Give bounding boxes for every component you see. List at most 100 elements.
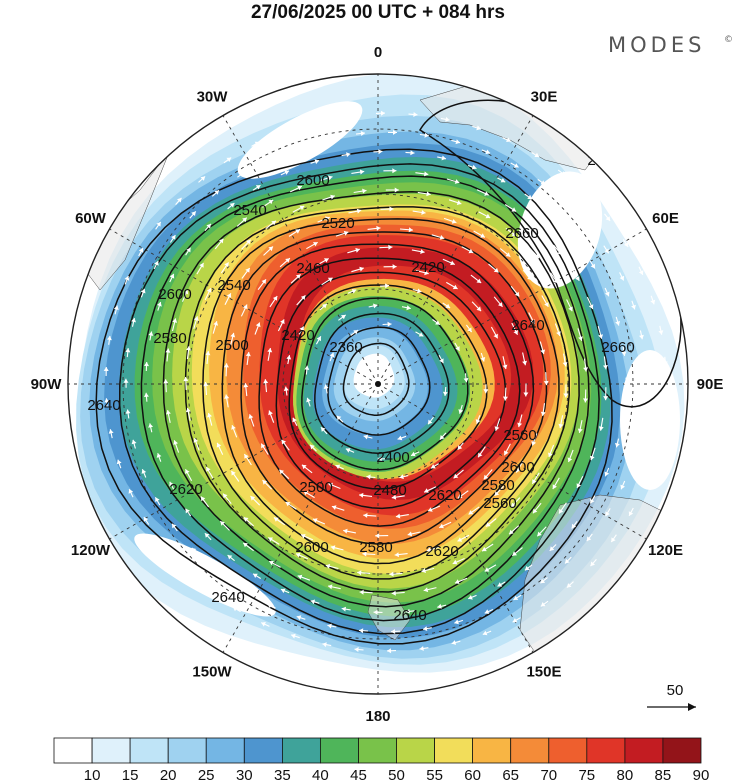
wind-arrow <box>511 322 518 335</box>
wind-arrow <box>193 438 200 451</box>
wind-arrow <box>470 274 482 284</box>
latitude-circle <box>282 288 474 480</box>
wind-arrow <box>385 187 399 193</box>
wind-arrow <box>622 239 629 248</box>
wind-arrow <box>540 600 549 607</box>
wind-arrow <box>241 239 251 250</box>
wind-arrow <box>467 594 477 600</box>
wind-arrow <box>586 296 594 310</box>
wind-arrow <box>260 622 270 627</box>
wind-arrow <box>604 213 611 222</box>
wind-arrow <box>330 545 344 551</box>
wind-arrow <box>155 221 162 230</box>
wind-arrow <box>383 168 397 174</box>
wind-arrow <box>523 383 529 397</box>
wind-arrow <box>615 438 620 448</box>
wind-arrow <box>457 534 470 542</box>
colorbar-label: 45 <box>350 767 367 782</box>
wind-arrow <box>267 347 273 361</box>
wind-arrow <box>481 543 494 552</box>
wind-arrow <box>227 554 235 562</box>
wind-arrow <box>347 289 357 294</box>
wind-arrow <box>438 521 452 529</box>
wind-arrow <box>552 244 563 256</box>
wind-arrow <box>335 230 349 237</box>
wind-arrow <box>207 412 213 426</box>
wind-arrow <box>173 440 180 453</box>
wind-arrow <box>453 469 464 479</box>
wind-arrow <box>196 262 204 275</box>
wind-arrow <box>419 646 429 651</box>
wind-arrow <box>540 403 546 417</box>
wind-arrow <box>510 497 521 508</box>
wind-arrow <box>642 479 648 489</box>
wind-arrow <box>138 247 144 257</box>
wind-arrow <box>557 169 566 177</box>
wind-arrow <box>227 202 235 210</box>
wind-arrow <box>417 191 431 197</box>
wind-arrow <box>354 647 364 652</box>
wind-arrow <box>502 137 512 142</box>
height-contour <box>95 148 613 645</box>
wind-arrow <box>290 273 301 284</box>
wind-arrow <box>280 128 290 134</box>
meridian-label: 120W <box>71 542 111 559</box>
wind-arrow <box>243 453 252 466</box>
wind-arrow <box>252 573 261 579</box>
wind-arrow <box>224 394 230 408</box>
wind-arrow <box>144 392 149 402</box>
wind-arrow <box>482 630 492 636</box>
wind-arrow <box>303 490 315 499</box>
wind-arrow <box>297 574 311 581</box>
wind-arrow <box>394 552 408 558</box>
wind-arrow <box>181 289 189 302</box>
wind-arrow <box>103 366 109 377</box>
wind-arrow <box>251 141 260 147</box>
wind-arrow <box>442 386 448 396</box>
wind-arrow <box>583 358 589 372</box>
wind-arrow <box>214 569 222 576</box>
wind-arrow <box>438 354 444 364</box>
wind-arrow <box>452 557 465 565</box>
brand-logo: MODES <box>608 33 705 57</box>
colorbar-label: 75 <box>578 767 595 782</box>
contour-label: 2600 <box>501 459 534 476</box>
contour-label: 2520 <box>321 215 354 232</box>
wind-arrow <box>663 387 669 398</box>
wind-arrow <box>154 497 161 506</box>
contour-label: 2500 <box>215 337 248 354</box>
wind-arrow <box>407 531 421 537</box>
wind-arrow <box>298 326 305 335</box>
wind-arrow <box>321 277 333 286</box>
wind-arrow <box>589 260 596 269</box>
wind-arrow <box>458 404 464 414</box>
colorbar-swatch <box>205 737 245 764</box>
wind-arrow <box>510 285 520 297</box>
colorbar-label: 25 <box>198 767 215 782</box>
wind-arrow <box>312 518 326 525</box>
wind-arrow <box>288 228 301 237</box>
wind-arrow <box>494 485 504 497</box>
wind-arrow <box>461 246 474 254</box>
colorbar-label: 80 <box>617 767 634 782</box>
wind-arrow <box>123 378 129 388</box>
wind-arrow <box>263 379 269 393</box>
colorbar-swatch <box>53 737 93 764</box>
colorbar-swatch <box>91 737 131 764</box>
wind-arrow <box>505 227 517 237</box>
meridian-line <box>222 115 379 385</box>
wind-arrow <box>493 296 503 308</box>
wind-arrow <box>290 633 300 639</box>
wind-arrow <box>125 409 131 419</box>
contour-label: 2580 <box>481 477 514 494</box>
wind-arrow <box>131 317 136 327</box>
wind-arrow <box>537 178 546 186</box>
wind-arrow <box>222 493 232 504</box>
wind-arrow <box>437 155 447 161</box>
wind-arrow <box>211 189 220 197</box>
wind-arrow <box>662 356 668 366</box>
wind-arrow <box>185 407 191 421</box>
wind-arrow <box>631 300 636 310</box>
wind-arrow <box>206 587 215 595</box>
wind-arrow <box>558 502 567 514</box>
